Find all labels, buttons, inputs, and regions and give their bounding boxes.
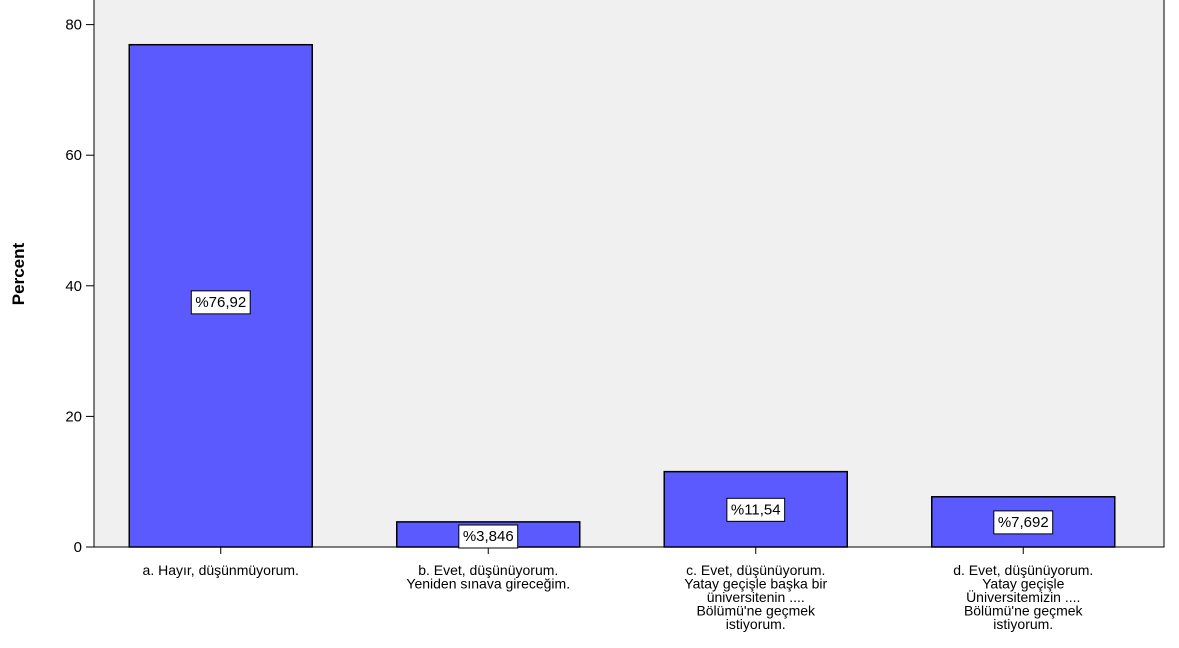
- data-label: %11,54: [731, 501, 781, 518]
- data-label: %3,846: [463, 528, 514, 545]
- data-label-box: [190, 290, 251, 315]
- y-tick-label: 80: [65, 17, 82, 34]
- data-label-box: [726, 497, 786, 522]
- x-axis-labels: a. Hayır, düşünmüyorum. b. Evet, düşünüyo…: [143, 562, 1094, 632]
- x-tick-label: d. Evet, düşünüyorum. Yatay geçişle Üniver…: [953, 562, 1093, 632]
- y-tick-label: 20: [65, 408, 82, 425]
- y-tick-label: 60: [65, 147, 82, 164]
- y-tick-label: 0: [74, 539, 82, 556]
- data-label-box: [993, 510, 1054, 535]
- x-tick-label: b. Evet, düşünüyorum. Yeniden sınava gire…: [406, 562, 570, 592]
- bars: %76,92 %3,846 %11,54 %7,692: [128, 43, 1116, 554]
- y-tick-label: 40: [65, 278, 82, 295]
- y-axis: 0 20 40 60 80: [65, 17, 94, 556]
- y-axis-label: Percent: [9, 242, 28, 305]
- data-label: %76,92: [195, 294, 246, 311]
- bar: [128, 43, 313, 548]
- x-tick-label: c. Evet, düşünüyorum. Yatay geçişle başka…: [684, 562, 827, 632]
- data-label: %7,692: [998, 514, 1049, 531]
- data-label-box: [458, 524, 519, 549]
- x-tick-label: a. Hayır, düşünmüyorum.: [143, 562, 299, 578]
